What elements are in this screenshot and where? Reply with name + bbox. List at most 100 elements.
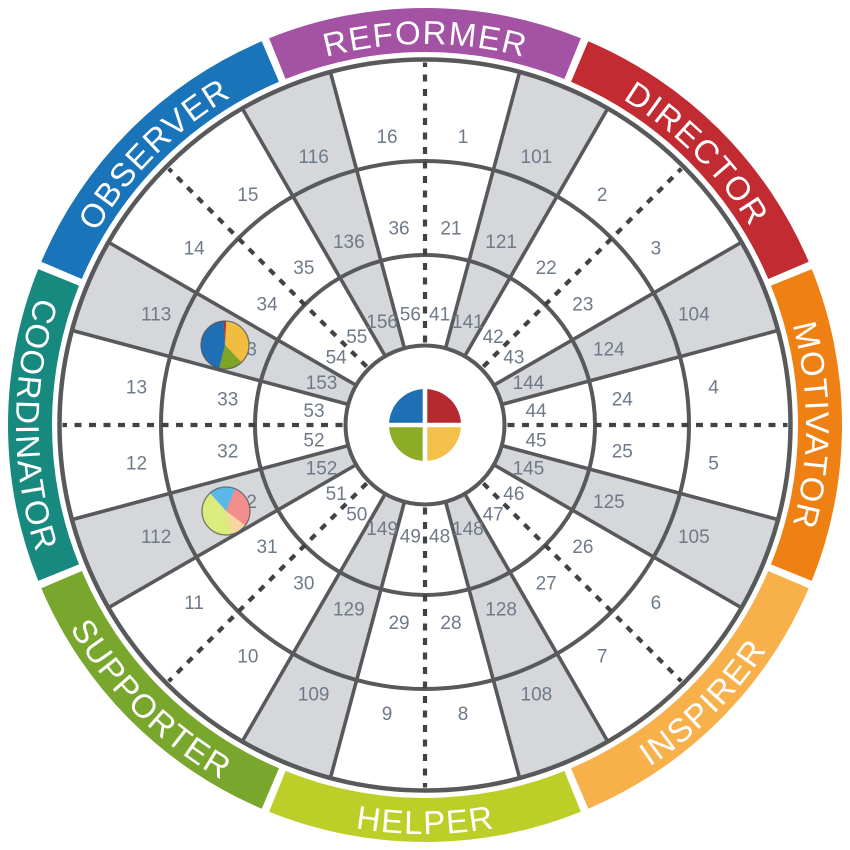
center-quadrant-green	[389, 425, 425, 461]
position-number-11: 11	[184, 593, 204, 614]
position-number-49: 49	[400, 527, 421, 548]
position-number-55: 55	[346, 327, 367, 348]
position-number-5: 5	[708, 454, 719, 475]
position-number-112: 112	[141, 527, 171, 548]
octant-band	[7, 7, 842, 842]
position-number-8: 8	[458, 704, 469, 725]
position-number-6: 6	[651, 593, 662, 614]
solid-spoke-120	[492, 463, 743, 610]
position-number-56: 56	[400, 305, 421, 326]
position-number-121: 121	[485, 232, 517, 253]
position-number-23: 23	[572, 295, 593, 316]
position-number-101: 101	[521, 147, 553, 168]
gray-wedge-109	[242, 493, 405, 779]
center-energy-pie	[387, 387, 463, 463]
marker-pie-2-slice-salmon	[226, 488, 251, 526]
octant-band-coordinator	[7, 269, 80, 581]
position-number-44: 44	[525, 401, 547, 422]
gray-wedge-101	[445, 71, 608, 357]
octant-label-helper: HELPER	[354, 798, 496, 841]
position-number-27: 27	[536, 574, 557, 595]
position-number-113: 113	[141, 304, 171, 325]
center-quadrant-red	[425, 389, 461, 425]
position-number-29: 29	[388, 613, 409, 634]
solid-spoke-30	[463, 107, 610, 358]
solid-spoke-210	[240, 492, 387, 743]
position-number-136: 136	[333, 232, 365, 253]
gray-wedge-116	[242, 71, 405, 357]
position-number-14: 14	[184, 239, 206, 260]
solid-spoke-105	[501, 443, 779, 522]
gray-wedge-105	[493, 445, 779, 608]
solid-spoke-15	[443, 71, 522, 349]
position-number-2: 2	[597, 185, 608, 206]
octant-band-supporter	[41, 571, 279, 809]
position-number-51: 51	[326, 484, 347, 505]
position-number-52: 52	[303, 430, 324, 451]
position-number-141: 141	[452, 312, 484, 333]
grid-outer-circle	[57, 57, 793, 793]
marker-pie-1	[200, 320, 250, 370]
position-number-148: 148	[452, 519, 484, 540]
position-number-33: 33	[217, 390, 238, 411]
position-number-34: 34	[257, 295, 279, 316]
position-number-144: 144	[513, 373, 545, 394]
dashed-axis-225	[167, 481, 369, 683]
position-number-10: 10	[237, 647, 258, 668]
position-number-45: 45	[525, 430, 546, 451]
octant-band-reformer	[269, 7, 581, 80]
gray-wedge-108	[445, 493, 608, 779]
solid-spoke-240	[107, 463, 358, 610]
position-number-9: 9	[382, 704, 393, 725]
position-number-31: 31	[257, 537, 278, 558]
position-number-153: 153	[306, 373, 338, 394]
ring-arc-1	[159, 159, 691, 691]
marker-pie-1-outline	[200, 320, 250, 370]
solid-spoke-255	[71, 443, 349, 522]
position-number-26: 26	[572, 537, 593, 558]
position-number-109: 109	[298, 684, 330, 705]
solid-spoke-195	[328, 501, 407, 779]
position-number-48: 48	[429, 527, 450, 548]
dashed-axis-315	[167, 167, 369, 369]
position-number-15: 15	[237, 185, 258, 206]
position-number-46: 46	[503, 484, 524, 505]
marker-pie-1-slice-blue	[200, 321, 225, 369]
dashed-axis-135	[481, 481, 683, 683]
solid-spoke-150	[463, 492, 610, 743]
position-number-7: 7	[597, 647, 608, 668]
marker-pie-2-slice-light-blue	[209, 487, 236, 511]
position-number-30: 30	[293, 574, 314, 595]
position-number-1: 1	[458, 127, 469, 148]
position-number-22: 22	[536, 258, 557, 279]
octant-band-director	[571, 41, 809, 279]
position-number-24: 24	[612, 390, 634, 411]
position-number-152: 152	[306, 459, 338, 480]
position-number-32: 32	[217, 442, 238, 463]
position-number-47: 47	[483, 505, 504, 526]
solid-spoke-285	[71, 328, 349, 407]
position-number-42: 42	[483, 327, 504, 348]
position-number-25: 25	[612, 442, 633, 463]
position-number-21: 21	[440, 218, 461, 239]
position-number-105: 105	[678, 527, 710, 548]
position-number-50: 50	[346, 505, 367, 526]
position-number-54: 54	[326, 347, 348, 368]
position-number-108: 108	[521, 684, 553, 705]
position-number-53: 53	[303, 401, 324, 422]
marker-pie-1-slice-red	[223, 321, 227, 345]
position-number-4: 4	[708, 378, 719, 399]
position-number-43: 43	[503, 347, 524, 368]
position-number-13: 13	[126, 378, 147, 399]
position-number-104: 104	[678, 304, 710, 325]
solid-spoke-60	[492, 240, 743, 387]
position-number-145: 145	[513, 459, 545, 480]
solid-spoke-330	[240, 107, 387, 358]
position-number-36: 36	[388, 218, 409, 239]
marker-pie-1-slice-green	[219, 345, 242, 370]
marker-pie-2-slice-peach	[226, 511, 246, 535]
octant-band-observer	[41, 41, 279, 279]
marker-pie-2-slice-lime	[202, 493, 232, 535]
